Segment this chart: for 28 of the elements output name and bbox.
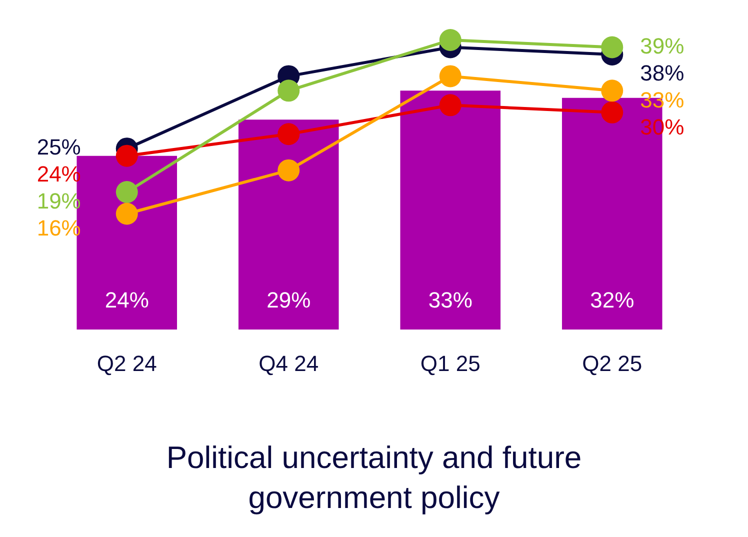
text: Political uncertainty and future government policy xyxy=(165,439,583,517)
data-label: 30% xyxy=(640,114,684,140)
point xyxy=(439,94,462,116)
point xyxy=(601,101,624,124)
data-label: 25% xyxy=(36,134,81,160)
point xyxy=(116,144,138,167)
point xyxy=(601,80,624,102)
point xyxy=(439,29,462,51)
bar xyxy=(400,90,501,330)
data-label: 29% xyxy=(266,288,311,313)
data-label: 38% xyxy=(640,60,684,86)
point xyxy=(601,36,624,58)
bar xyxy=(238,120,339,330)
data-label: 24% xyxy=(104,288,149,313)
point xyxy=(116,202,138,225)
data-label: 33% xyxy=(640,87,684,112)
data-label: 32% xyxy=(590,288,634,313)
point xyxy=(278,80,300,102)
x-tick-label: Q4 24 xyxy=(258,350,319,376)
x-tick-label: Q1 25 xyxy=(420,350,480,376)
data-label: 33% xyxy=(428,288,472,313)
x-tick-label: Q2 24 xyxy=(96,350,157,376)
data-label: 39% xyxy=(640,33,684,58)
point xyxy=(278,159,300,182)
point xyxy=(116,181,138,204)
x-tick-label: Q2 25 xyxy=(582,350,642,376)
point xyxy=(439,65,462,88)
point xyxy=(278,123,300,146)
